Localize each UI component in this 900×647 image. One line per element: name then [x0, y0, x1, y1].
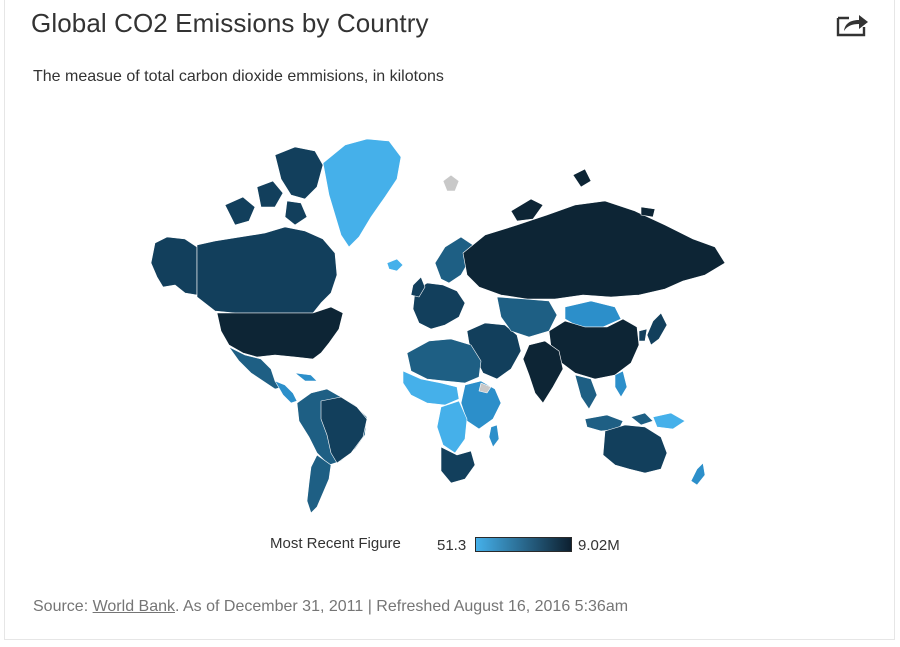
region-canadian-arctic[interactable]: [224, 146, 324, 226]
map-legend: Most Recent Figure 51.3 9.02M: [0, 532, 900, 558]
page-title: Global CO2 Emissions by Country: [31, 8, 429, 38]
region-caribbean[interactable]: [294, 372, 318, 382]
region-central-america[interactable]: [274, 380, 298, 404]
legend-color-scale: [475, 537, 572, 552]
region-australia[interactable]: [602, 424, 668, 474]
source-line: Source: World Bank. As of December 31, 2…: [33, 598, 628, 616]
world-map: [150, 138, 726, 514]
region-iceland[interactable]: [386, 258, 404, 272]
region-uk[interactable]: [410, 276, 426, 298]
legend-max-value: 9.02M: [578, 537, 620, 554]
region-southeast-asia[interactable]: [574, 374, 598, 410]
share-icon[interactable]: [835, 10, 871, 38]
region-brazil[interactable]: [320, 396, 368, 464]
source-suffix: . As of December 31, 2011 | Refreshed Au…: [175, 598, 629, 615]
region-west-africa[interactable]: [402, 370, 460, 406]
region-india[interactable]: [522, 340, 564, 404]
source-link[interactable]: World Bank: [92, 598, 175, 615]
region-greenland[interactable]: [322, 138, 402, 248]
region-philippines[interactable]: [614, 370, 628, 398]
region-horn-of-africa-no-data[interactable]: [478, 382, 492, 394]
region-alaska[interactable]: [150, 236, 198, 296]
region-russia[interactable]: [462, 200, 726, 300]
source-prefix: Source:: [33, 598, 93, 615]
region-canada[interactable]: [196, 226, 338, 314]
region-usa[interactable]: [216, 306, 344, 360]
region-western-europe[interactable]: [412, 282, 466, 330]
region-north-africa[interactable]: [406, 338, 482, 384]
page-subtitle: The measue of total carbon dioxide emmis…: [33, 68, 444, 85]
region-southern-africa[interactable]: [440, 446, 476, 484]
region-east-africa[interactable]: [460, 380, 502, 430]
region-russian-arctic[interactable]: [510, 168, 656, 222]
region-mongolia[interactable]: [564, 300, 622, 328]
region-new-zealand[interactable]: [690, 462, 706, 486]
region-madagascar[interactable]: [488, 424, 500, 448]
region-new-guinea[interactable]: [652, 412, 686, 430]
region-central-africa[interactable]: [436, 400, 468, 454]
region-japan[interactable]: [638, 312, 668, 346]
legend-title: Most Recent Figure: [270, 535, 401, 552]
region-south-america-south[interactable]: [306, 454, 332, 514]
region-svalbard[interactable]: [442, 174, 460, 192]
legend-min-value: 51.3: [437, 537, 467, 554]
